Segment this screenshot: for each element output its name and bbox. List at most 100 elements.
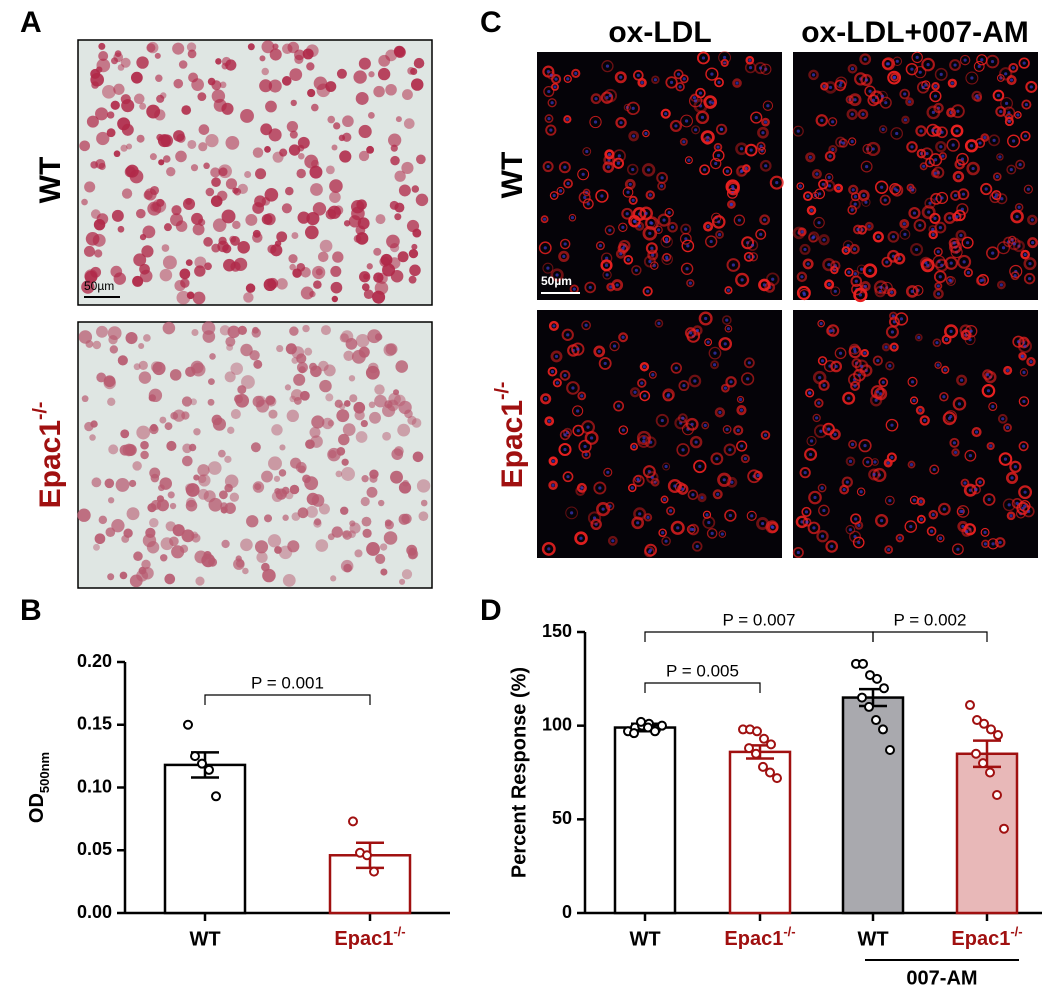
nucleus <box>979 278 983 283</box>
nucleus <box>555 381 559 385</box>
cell <box>660 495 669 504</box>
significance-bracket <box>872 631 988 642</box>
cell <box>946 107 957 118</box>
nucleus <box>571 386 575 390</box>
cell <box>152 361 166 376</box>
cell <box>614 71 627 84</box>
cell <box>825 326 835 336</box>
cell <box>568 213 577 222</box>
nucleus <box>579 536 583 540</box>
cell <box>420 499 428 507</box>
nucleus <box>644 131 648 136</box>
nucleus <box>994 193 999 197</box>
cell <box>680 114 693 128</box>
cell <box>306 492 320 506</box>
nucleus <box>936 363 940 367</box>
cell <box>243 292 254 303</box>
nucleus <box>761 521 765 526</box>
cell <box>149 153 157 161</box>
cell <box>928 224 938 234</box>
cell <box>81 395 89 403</box>
nucleus <box>707 520 711 525</box>
cell <box>224 371 236 383</box>
nucleus <box>740 444 744 448</box>
cell <box>161 244 170 252</box>
cell <box>869 394 883 407</box>
cell <box>611 279 624 291</box>
cell <box>976 54 988 66</box>
nucleus <box>922 164 926 168</box>
data-point <box>752 726 762 737</box>
nucleus <box>647 470 651 474</box>
cell <box>541 541 556 556</box>
nucleus <box>819 321 823 326</box>
cell <box>660 108 671 119</box>
nucleus <box>590 436 594 440</box>
cell <box>994 537 1006 548</box>
cell <box>296 362 308 374</box>
cell <box>141 559 151 570</box>
cell <box>890 72 900 82</box>
nucleus <box>818 192 822 196</box>
cell <box>333 122 341 130</box>
nucleus <box>876 390 880 394</box>
cell <box>952 543 964 556</box>
nucleus <box>830 544 834 549</box>
nucleus <box>838 351 843 355</box>
cell <box>871 458 879 466</box>
cell <box>398 184 411 197</box>
nucleus <box>879 285 883 289</box>
cell <box>542 262 554 274</box>
cell <box>601 60 614 73</box>
nucleus <box>583 195 587 200</box>
nucleus <box>1029 85 1033 89</box>
cell <box>964 449 977 462</box>
cell <box>207 398 215 406</box>
cell <box>715 230 724 239</box>
cell <box>849 530 862 543</box>
nucleus <box>667 210 671 215</box>
cell <box>198 142 208 152</box>
data-point <box>985 767 995 778</box>
nucleus <box>652 264 656 268</box>
cell <box>806 435 817 447</box>
cell <box>658 528 667 537</box>
cell <box>944 324 959 339</box>
nucleus <box>1007 503 1011 507</box>
group-label: 007-AM <box>906 967 977 986</box>
cell <box>559 370 571 381</box>
nucleus <box>604 263 609 267</box>
nucleus <box>811 73 816 77</box>
nucleus <box>881 127 885 131</box>
cell <box>412 451 424 463</box>
nucleus <box>978 141 982 145</box>
nucleus <box>698 91 703 95</box>
cell <box>259 55 266 62</box>
cell <box>193 474 200 481</box>
nucleus <box>798 184 802 188</box>
cell <box>401 161 414 175</box>
cell <box>133 253 147 267</box>
nucleus <box>607 152 612 156</box>
cell <box>331 144 338 151</box>
cell <box>285 186 294 196</box>
cell <box>726 258 741 272</box>
cell <box>980 182 993 196</box>
cell <box>866 141 881 157</box>
nucleus <box>633 390 637 394</box>
nucleus <box>886 62 891 66</box>
data-point <box>864 701 874 712</box>
cell <box>93 218 106 231</box>
cell <box>331 295 339 303</box>
cell <box>639 206 653 221</box>
nucleus <box>566 77 570 81</box>
cell <box>812 413 821 423</box>
cell <box>230 409 241 420</box>
cell <box>679 137 688 146</box>
cell <box>808 233 818 243</box>
cell <box>297 136 310 149</box>
nucleus <box>1026 187 1030 191</box>
nucleus <box>1028 262 1032 266</box>
cell <box>256 551 268 563</box>
